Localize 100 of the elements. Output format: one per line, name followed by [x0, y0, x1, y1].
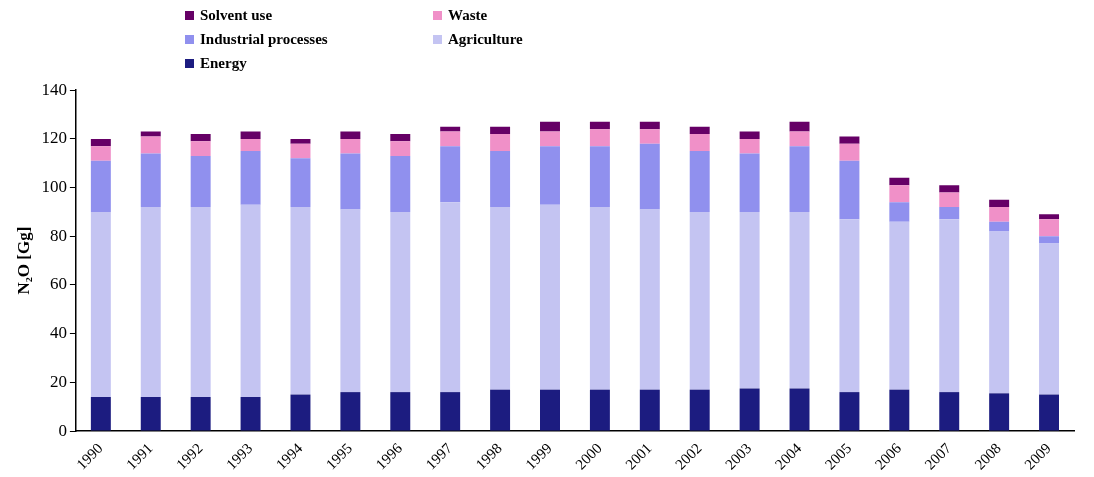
bar	[939, 392, 960, 431]
bar	[390, 392, 411, 431]
bar	[290, 158, 311, 208]
bar	[889, 177, 910, 186]
bar	[190, 396, 211, 431]
bar	[190, 141, 211, 156]
y-tick-label: 0	[58, 420, 67, 440]
y-tick-label: 140	[41, 79, 67, 99]
bar	[90, 160, 111, 212]
bar	[1039, 219, 1060, 237]
bar	[1039, 236, 1060, 244]
bar	[1039, 214, 1060, 220]
bar	[440, 392, 461, 431]
bar	[589, 146, 610, 208]
bar	[540, 146, 560, 205]
bar	[340, 392, 361, 431]
bar	[440, 126, 461, 132]
legend-label: Solvent use	[200, 6, 273, 24]
bar	[889, 221, 910, 390]
legend-label: Waste	[448, 6, 488, 24]
bar	[589, 121, 610, 130]
bar	[739, 211, 760, 389]
bar	[689, 211, 710, 390]
bar	[290, 138, 311, 144]
bar	[639, 143, 660, 210]
bar	[939, 219, 960, 393]
bar	[939, 192, 960, 208]
y-axis-title: N₂O [Gg]	[13, 226, 33, 295]
bar	[889, 185, 910, 203]
bar	[789, 131, 810, 147]
bar	[490, 207, 511, 390]
bar	[689, 151, 710, 212]
bar	[639, 209, 660, 390]
bar	[739, 388, 760, 431]
bar	[290, 143, 311, 159]
bar	[340, 131, 361, 139]
bar	[540, 204, 560, 390]
bar	[1039, 243, 1060, 395]
bar	[839, 160, 860, 220]
bar	[290, 394, 311, 431]
bar	[90, 138, 111, 147]
y-tick-label: 80	[49, 225, 67, 245]
bar	[989, 207, 1010, 222]
bar	[340, 209, 361, 393]
bar	[589, 389, 610, 431]
legend-label: Industrial processes	[200, 30, 328, 48]
bar	[639, 129, 660, 144]
bar	[140, 153, 161, 208]
bar	[390, 211, 411, 393]
bar	[440, 131, 461, 147]
bar	[789, 121, 810, 132]
bar	[390, 141, 411, 156]
bar	[839, 143, 860, 161]
bar	[839, 136, 860, 144]
bar	[190, 134, 211, 142]
bar	[989, 221, 1010, 232]
y-tick-label: 120	[41, 128, 67, 148]
bar	[240, 204, 261, 397]
bar	[540, 389, 560, 431]
bar	[689, 126, 710, 135]
bar	[839, 219, 860, 393]
bar	[1039, 394, 1060, 431]
bar	[190, 155, 211, 208]
bar	[340, 138, 361, 154]
y-tick-label: 60	[49, 274, 67, 294]
bar	[90, 211, 111, 397]
bar	[689, 134, 710, 152]
bar	[789, 146, 810, 212]
bar	[789, 211, 810, 389]
bar	[390, 134, 411, 142]
y-tick-label: 100	[41, 177, 67, 197]
legend-label: Agriculture	[448, 30, 523, 48]
bar	[689, 389, 710, 431]
bar	[240, 151, 261, 205]
bar	[90, 396, 111, 431]
bar	[639, 121, 660, 130]
bar	[90, 146, 111, 161]
y-tick-label: 20	[49, 371, 67, 391]
bar	[839, 392, 860, 431]
bar	[440, 202, 461, 393]
bar	[340, 153, 361, 210]
bar	[240, 138, 261, 152]
bar	[140, 396, 161, 431]
bar	[989, 231, 1010, 394]
bar	[739, 131, 760, 139]
bar	[639, 389, 660, 431]
bar	[140, 207, 161, 397]
bar	[290, 207, 311, 395]
bar	[739, 138, 760, 154]
bar	[540, 121, 560, 132]
bar	[589, 129, 610, 147]
bar	[190, 207, 211, 397]
bar	[240, 131, 261, 139]
bar	[989, 393, 1010, 431]
legend-label: Energy	[200, 54, 247, 72]
bar	[490, 389, 511, 431]
bar	[390, 155, 411, 212]
bar	[140, 136, 161, 154]
bar	[989, 199, 1010, 208]
bar	[739, 153, 760, 212]
